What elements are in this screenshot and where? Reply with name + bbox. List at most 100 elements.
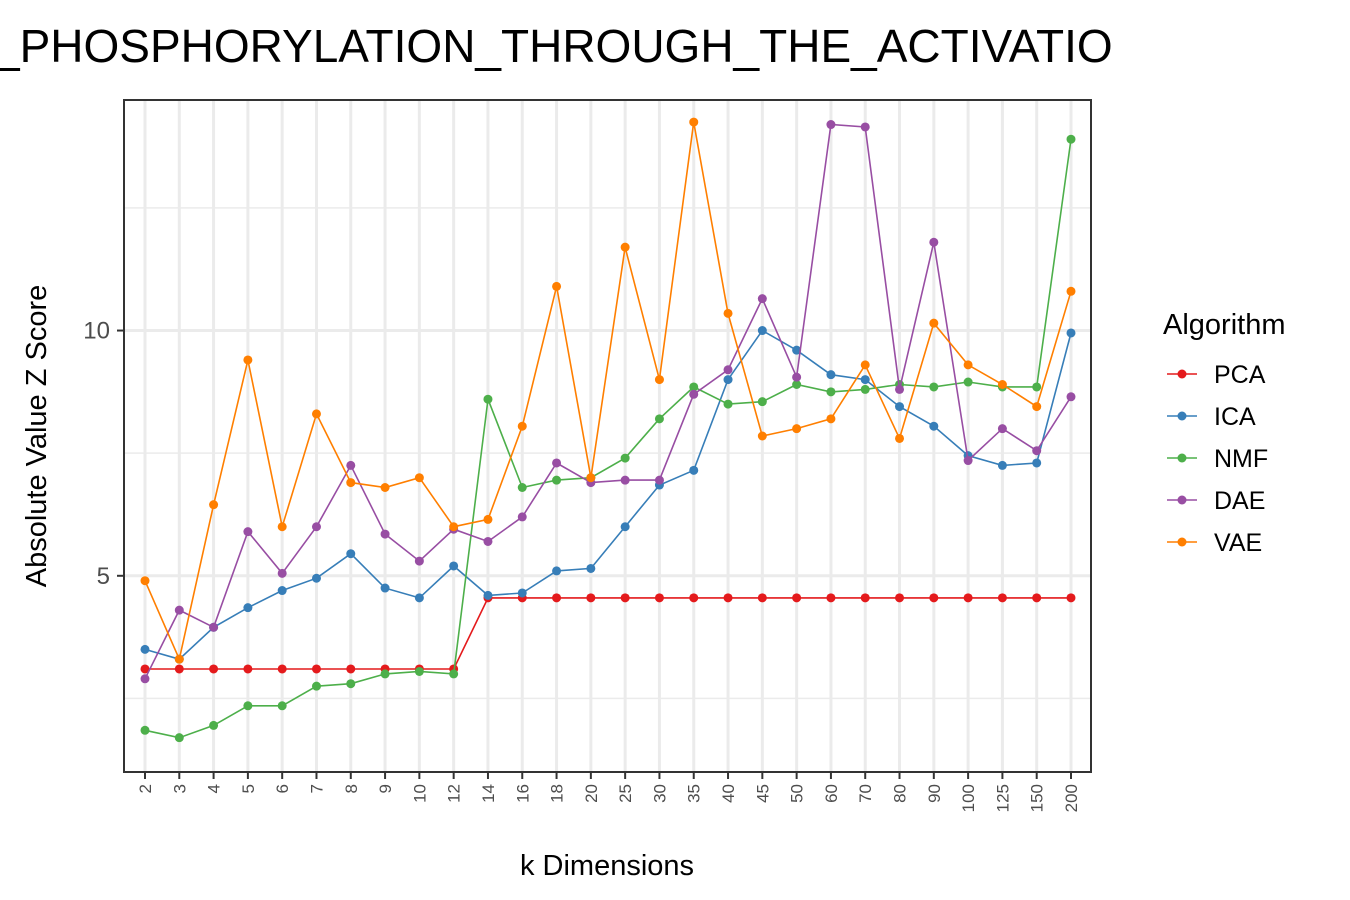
x-axis-title: k Dimensions (520, 850, 694, 882)
legend-key-point (1177, 411, 1187, 421)
vae-point (243, 355, 253, 365)
dae-point (963, 456, 973, 466)
ica-point (243, 603, 253, 613)
nmf-point (860, 384, 870, 394)
x-tick-label: 125 (993, 784, 1012, 812)
vae-point (586, 473, 596, 483)
pca-point (346, 664, 356, 674)
vae-point (792, 424, 802, 434)
x-tick-label: 16 (513, 784, 532, 803)
x-tick-label: 45 (753, 784, 772, 803)
nmf-point (517, 483, 527, 493)
dae-point (311, 522, 321, 532)
pca-point (1066, 593, 1076, 603)
legend: Algorithm PCA ICA NMF DAE VAE (1163, 309, 1286, 557)
vae-point (209, 500, 219, 510)
dae-point (380, 529, 390, 539)
dae-point (860, 122, 870, 132)
x-tick-label: 6 (273, 784, 292, 793)
nmf-point (620, 453, 630, 463)
pca-point (243, 664, 253, 674)
ica-point (552, 566, 562, 576)
x-tick-label: 8 (342, 784, 361, 793)
legend-label: VAE (1214, 529, 1262, 557)
ica-point (620, 522, 630, 532)
x-tick-label: 200 (1062, 784, 1081, 812)
ica-point (586, 563, 596, 573)
y-tick-label: 5 (97, 563, 110, 590)
grid-lines (124, 100, 1091, 772)
ica-point (689, 465, 699, 475)
nmf-point (174, 733, 184, 743)
x-tick-label: 60 (822, 784, 841, 803)
dae-point (346, 460, 356, 470)
vae-point (654, 375, 664, 385)
x-tick-label: 10 (410, 784, 429, 803)
vae-point (174, 654, 184, 664)
dae-point (620, 475, 630, 485)
vae-point (483, 514, 493, 524)
pca-point (929, 593, 939, 603)
ica-point (380, 583, 390, 593)
dae-point (174, 605, 184, 615)
vae-point (689, 117, 699, 127)
ica-point (346, 549, 356, 559)
legend-label: PCA (1214, 361, 1266, 389)
pca-point (1032, 593, 1042, 603)
panel-border (123, 99, 1092, 773)
vae-point (517, 421, 527, 431)
legend-item-pca: PCA (1167, 361, 1266, 389)
nmf-point (689, 382, 699, 392)
y-tick-label: 10 (83, 318, 110, 345)
vae-point (1066, 286, 1076, 296)
pca-point (963, 593, 973, 603)
dae-point (243, 527, 253, 537)
dae-point (1032, 446, 1042, 456)
legend-items: PCA ICA NMF DAE VAE (1167, 361, 1268, 557)
dae-point (929, 237, 939, 247)
x-tick-label: 25 (616, 784, 635, 803)
x-tick-label: 30 (650, 784, 669, 803)
legend-label: DAE (1214, 487, 1265, 515)
plot-panel (124, 100, 1091, 772)
nmf-point (552, 475, 562, 485)
ica-point (311, 573, 321, 583)
vae-point (380, 483, 390, 493)
y-axis-title: Absolute Value Z Score (21, 285, 53, 588)
ica-point (997, 460, 1007, 470)
pca-point (277, 664, 287, 674)
x-tick-label: 4 (205, 784, 224, 793)
vae-point (929, 318, 939, 328)
pca-point (997, 593, 1007, 603)
nmf-point (723, 399, 733, 409)
dae-point (792, 372, 802, 382)
ica-point (723, 375, 733, 385)
ica-point (1032, 458, 1042, 468)
dae-point (140, 674, 150, 684)
pca-point (895, 593, 905, 603)
x-tick-label: 9 (376, 784, 395, 793)
ica-point (860, 375, 870, 385)
dae-line (144, 123, 1072, 680)
pca-point (620, 593, 630, 603)
nmf-point (826, 387, 836, 397)
nmf-point (654, 414, 664, 424)
nmf-point (483, 394, 493, 404)
x-tick-label: 14 (479, 784, 498, 803)
vae-point (311, 409, 321, 419)
nmf-point (414, 666, 424, 676)
nmf-point (757, 397, 767, 407)
ica-point (277, 586, 287, 596)
x-tick-label: 100 (959, 784, 978, 812)
pca-point (209, 664, 219, 674)
pca-line (145, 597, 1071, 670)
series-vae (140, 117, 1076, 664)
vae-point (997, 379, 1007, 389)
vae-point (963, 360, 973, 370)
x-tick-label: 20 (582, 784, 601, 803)
nmf-point (243, 701, 253, 711)
pca-point (792, 593, 802, 603)
nmf-point (209, 720, 219, 730)
